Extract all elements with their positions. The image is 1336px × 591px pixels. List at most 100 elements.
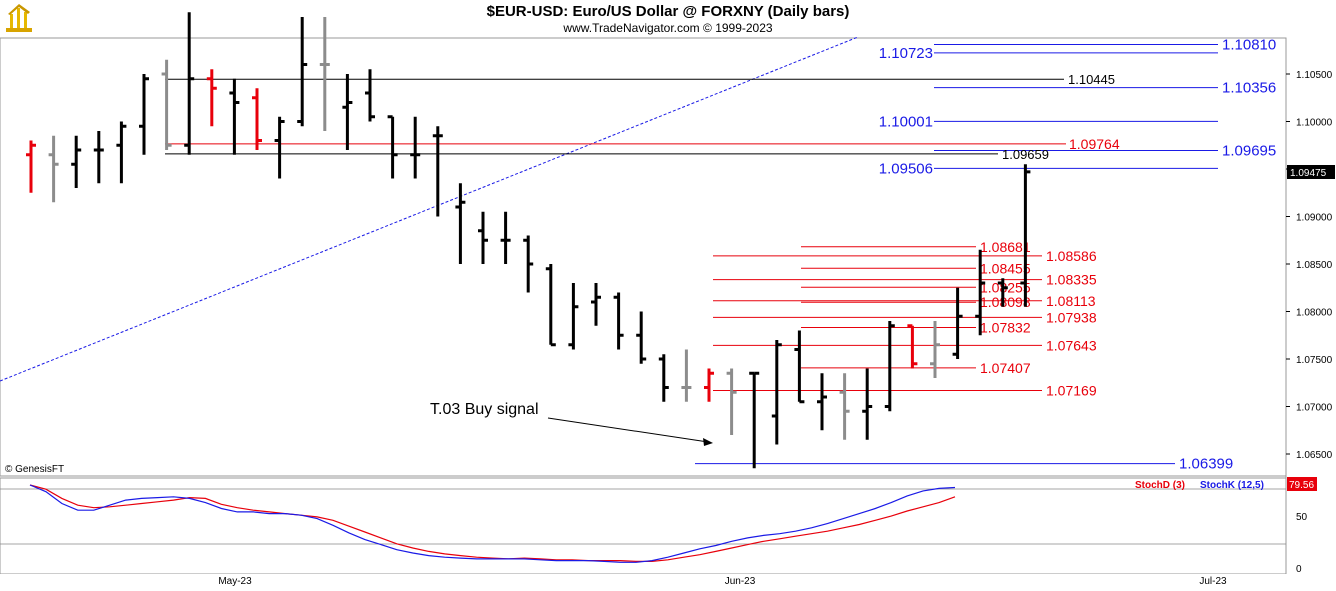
stoch-last-value: 79.56	[1289, 480, 1314, 491]
ohlc-bar	[184, 12, 195, 155]
ohlc-bar	[613, 292, 624, 350]
ohlc-bar	[839, 373, 850, 440]
price-panel	[0, 37, 1287, 477]
ohlc-bar	[365, 69, 375, 122]
x-tick-label: Jun-23	[725, 576, 756, 587]
level-red-label: 1.09764	[1069, 136, 1120, 152]
y-tick-label: 1.10000	[1296, 118, 1333, 129]
chart-header: $EUR-USD: Euro/US Dollar @ FORXNY (Daily…	[0, 0, 1336, 38]
level-red-label: 1.08586	[1046, 248, 1097, 264]
ohlc-bar	[704, 368, 714, 402]
ohlc-bar	[387, 115, 398, 179]
level-black-label: 1.09659	[1002, 147, 1049, 162]
time-axis	[0, 574, 1336, 591]
y-tick-label: 1.08500	[1296, 260, 1333, 271]
ohlc-bar	[749, 371, 760, 469]
ohlc-bar	[455, 183, 466, 264]
x-tick-label: Jul-23	[1199, 576, 1227, 587]
stoch-tick-label: 0	[1296, 564, 1302, 575]
ohlc-bar	[206, 69, 217, 127]
stoch-k-line	[29, 484, 956, 563]
buy-signal-annotation: T.03 Buy signal	[430, 401, 539, 418]
ohlc-bar	[681, 349, 692, 402]
y-tick-label: 1.07000	[1296, 403, 1333, 414]
chart-subtitle: www.TradeNavigator.com © 1999-2023	[563, 21, 773, 35]
y-tick-label: 1.08000	[1296, 308, 1333, 319]
level-blue-label: 1.10810	[1222, 37, 1276, 54]
ohlc-bar	[71, 135, 82, 188]
ohlc-bar	[116, 121, 127, 184]
ohlc-bar	[884, 321, 895, 412]
gold-chart-pillars-icon	[4, 2, 34, 34]
y-tick-label: 1.09000	[1296, 213, 1333, 224]
ohlc-bar	[907, 324, 918, 369]
level-blue-label: 1.06399	[1179, 456, 1233, 473]
level-red-label: 1.08455	[980, 260, 1031, 276]
ohlc-bar	[771, 340, 782, 445]
ohlc-bar	[319, 17, 330, 131]
last-price-value: 1.09475	[1290, 168, 1327, 179]
ohlc-bar	[478, 211, 488, 264]
level-red-label: 1.07832	[980, 319, 1031, 335]
chart-title: $EUR-USD: Euro/US Dollar @ FORXNY (Daily…	[486, 3, 850, 20]
ohlc-bar	[48, 135, 59, 203]
ohlc-bar	[545, 264, 556, 347]
ohlc-bar	[432, 126, 443, 217]
level-red-label: 1.07938	[1046, 309, 1097, 325]
stoch-last-value-tag	[1287, 477, 1317, 491]
stoch-panel	[0, 477, 1287, 575]
ohlc-bar	[1020, 164, 1031, 307]
level-blue-label: 1.09506	[879, 160, 933, 177]
y-tick-label: 1.06500	[1296, 450, 1333, 461]
level-blue-label: 1.10001	[879, 113, 933, 130]
price-axis	[1286, 38, 1336, 476]
ohlc-bar	[410, 116, 421, 179]
watermark: © GenesisFT	[5, 464, 64, 475]
level-blue-label: 1.09695	[1222, 142, 1276, 159]
level-red-label: 1.08098	[980, 294, 1031, 310]
ohlc-bar	[93, 131, 104, 184]
level-black-label: 1.10445	[1068, 72, 1115, 87]
ohlc-bar	[342, 74, 353, 150]
level-red-label: 1.07407	[980, 360, 1031, 376]
ohlc-bar	[817, 373, 827, 431]
stoch-d-legend: StochD (3)	[1135, 480, 1185, 491]
stoch-tick-label: 50	[1296, 512, 1308, 523]
ohlc-bar	[726, 368, 737, 435]
ohlc-bar	[794, 330, 805, 404]
buy-signal-arrowhead-icon	[703, 438, 713, 446]
ohlc-bar	[297, 17, 308, 127]
level-red-label: 1.08335	[1046, 272, 1097, 288]
level-red-label: 1.08113	[1046, 293, 1096, 309]
ohlc-bar	[658, 354, 669, 402]
buy-signal-arrow-line	[547, 417, 709, 443]
ohlc-bar	[229, 78, 240, 155]
ohlc-bar	[161, 59, 172, 150]
y-tick-label: 1.10500	[1296, 70, 1333, 81]
last-price-tag	[1287, 165, 1335, 179]
ohlc-bar	[274, 116, 285, 179]
ohlc-bar	[500, 211, 511, 264]
x-tick-label: May-23	[218, 576, 252, 587]
ohlc-bar	[952, 287, 963, 359]
ohlc-bar	[26, 140, 36, 193]
ohlc-bar	[975, 249, 986, 336]
ohlc-bar	[252, 88, 262, 150]
level-red-label: 1.07643	[1046, 337, 1097, 353]
trendline	[0, 36, 859, 382]
ohlc-bar	[591, 283, 601, 326]
ohlc-bar	[139, 74, 149, 155]
ohlc-bar	[523, 235, 534, 293]
ohlc-bar	[568, 283, 579, 350]
ohlc-bar	[862, 368, 873, 440]
y-tick-label: 1.07500	[1296, 355, 1333, 366]
stoch-k-legend: StochK (12,5)	[1200, 480, 1264, 491]
ohlc-bar	[930, 321, 940, 378]
ohlc-bar	[636, 311, 647, 364]
level-blue-label: 1.10723	[879, 45, 933, 62]
level-blue-label: 1.10356	[1222, 80, 1276, 97]
level-red-label: 1.07169	[1046, 382, 1097, 398]
level-red-label: 1.08681	[980, 239, 1031, 255]
ohlc-bar	[997, 278, 1008, 307]
